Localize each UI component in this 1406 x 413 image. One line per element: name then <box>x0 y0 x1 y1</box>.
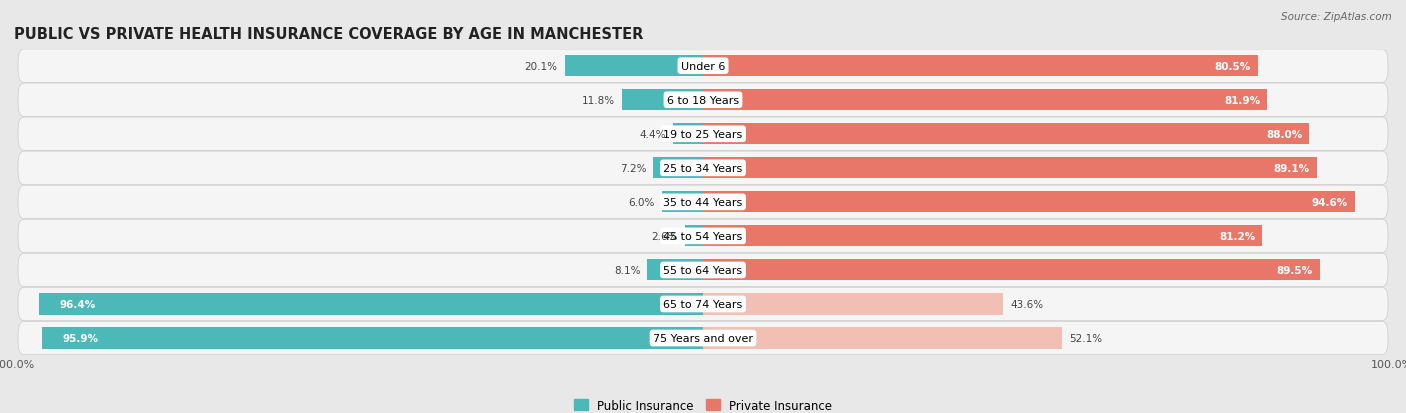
FancyBboxPatch shape <box>18 84 1388 117</box>
Bar <box>672 124 703 145</box>
Text: 45 to 54 Years: 45 to 54 Years <box>664 231 742 241</box>
Text: 75 Years and over: 75 Years and over <box>652 333 754 343</box>
Bar <box>703 124 1309 145</box>
Bar <box>703 226 1263 247</box>
Bar <box>565 56 703 77</box>
Text: PUBLIC VS PRIVATE HEALTH INSURANCE COVERAGE BY AGE IN MANCHESTER: PUBLIC VS PRIVATE HEALTH INSURANCE COVER… <box>14 26 644 41</box>
Bar <box>703 260 1320 281</box>
FancyBboxPatch shape <box>18 220 1388 253</box>
Text: 80.5%: 80.5% <box>1215 62 1251 71</box>
Bar <box>703 56 1257 77</box>
FancyBboxPatch shape <box>18 322 1388 355</box>
Text: 89.5%: 89.5% <box>1277 265 1313 275</box>
Bar <box>685 226 703 247</box>
Text: 81.2%: 81.2% <box>1219 231 1256 241</box>
Text: 4.4%: 4.4% <box>640 129 666 140</box>
Text: 65 to 74 Years: 65 to 74 Years <box>664 299 742 309</box>
Text: 95.9%: 95.9% <box>63 333 98 343</box>
Bar <box>703 294 1004 315</box>
Text: 8.1%: 8.1% <box>614 265 640 275</box>
FancyBboxPatch shape <box>18 186 1388 219</box>
Text: Under 6: Under 6 <box>681 62 725 71</box>
Text: 6.0%: 6.0% <box>628 197 655 207</box>
FancyBboxPatch shape <box>18 118 1388 151</box>
Text: 35 to 44 Years: 35 to 44 Years <box>664 197 742 207</box>
FancyBboxPatch shape <box>18 50 1388 83</box>
Text: 81.9%: 81.9% <box>1225 95 1260 105</box>
Text: 20.1%: 20.1% <box>524 62 558 71</box>
Bar <box>647 260 703 281</box>
Bar <box>621 90 703 111</box>
FancyBboxPatch shape <box>18 152 1388 185</box>
Text: 25 to 34 Years: 25 to 34 Years <box>664 164 742 173</box>
Text: 89.1%: 89.1% <box>1274 164 1310 173</box>
Bar <box>703 328 1062 349</box>
Text: 55 to 64 Years: 55 to 64 Years <box>664 265 742 275</box>
Text: 19 to 25 Years: 19 to 25 Years <box>664 129 742 140</box>
FancyBboxPatch shape <box>18 254 1388 287</box>
Bar <box>703 90 1267 111</box>
Bar <box>703 192 1355 213</box>
FancyBboxPatch shape <box>18 287 1388 321</box>
Text: 11.8%: 11.8% <box>582 95 614 105</box>
Text: 2.6%: 2.6% <box>652 231 678 241</box>
Bar <box>654 158 703 179</box>
Bar <box>703 158 1317 179</box>
Text: 52.1%: 52.1% <box>1069 333 1102 343</box>
Text: 88.0%: 88.0% <box>1267 129 1302 140</box>
Text: 6 to 18 Years: 6 to 18 Years <box>666 95 740 105</box>
Text: 96.4%: 96.4% <box>59 299 96 309</box>
Text: 94.6%: 94.6% <box>1312 197 1348 207</box>
Text: 7.2%: 7.2% <box>620 164 647 173</box>
Bar <box>662 192 703 213</box>
Text: 43.6%: 43.6% <box>1011 299 1043 309</box>
Text: Source: ZipAtlas.com: Source: ZipAtlas.com <box>1281 12 1392 22</box>
Bar <box>39 294 703 315</box>
Legend: Public Insurance, Private Insurance: Public Insurance, Private Insurance <box>569 394 837 413</box>
Bar <box>42 328 703 349</box>
